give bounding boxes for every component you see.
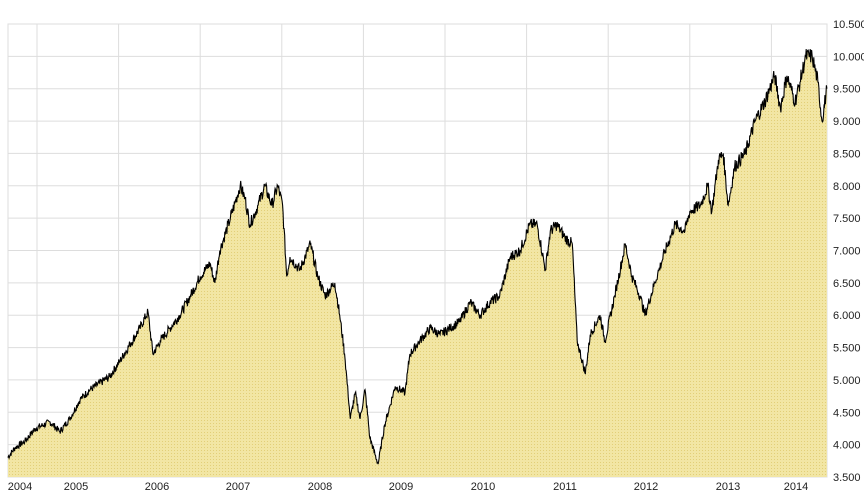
x-tick-label: 2007 [226, 481, 250, 493]
x-tick-label: 2004 [8, 481, 32, 493]
y-tick-label: 4.000 [833, 440, 861, 452]
y-tick-label: 10.000 [833, 51, 864, 63]
y-tick-label: 7.500 [833, 213, 861, 225]
y-tick-label: 5.500 [833, 343, 861, 355]
y-tick-label: 7.000 [833, 246, 861, 258]
y-tick-label: 6.500 [833, 278, 861, 290]
y-tick-label: 8.500 [833, 148, 861, 160]
y-tick-label: 4.500 [833, 407, 861, 419]
y-tick-label: 5.000 [833, 375, 861, 387]
area-fill [8, 49, 827, 477]
y-tick-label: 8.000 [833, 181, 861, 193]
y-axis: 3.500 4.000 4.500 5.000 5.500 6.000 6.500 7.000… [833, 19, 864, 484]
x-tick-label: 2009 [389, 481, 413, 493]
x-tick-label: 2014 [784, 481, 808, 493]
x-tick-label: 2008 [308, 481, 332, 493]
y-tick-label: 6.000 [833, 310, 861, 322]
x-tick-label: 2011 [553, 481, 577, 493]
x-tick-label: 2005 [64, 481, 88, 493]
y-tick-label: 9.000 [833, 116, 861, 128]
y-tick-label: 3.500 [833, 472, 861, 484]
x-tick-label: 2012 [634, 481, 658, 493]
x-axis: 2004 2005 2006 2007 2008 2009 2010 2011 2012 2013… [8, 481, 808, 493]
y-tick-label: 10.500 [833, 19, 864, 31]
series-line [7, 49, 828, 465]
x-tick-label: 2010 [471, 481, 495, 493]
x-tick-label: 2013 [716, 481, 740, 493]
x-tick-label: 2006 [145, 481, 169, 493]
y-tick-label: 9.500 [833, 84, 861, 96]
